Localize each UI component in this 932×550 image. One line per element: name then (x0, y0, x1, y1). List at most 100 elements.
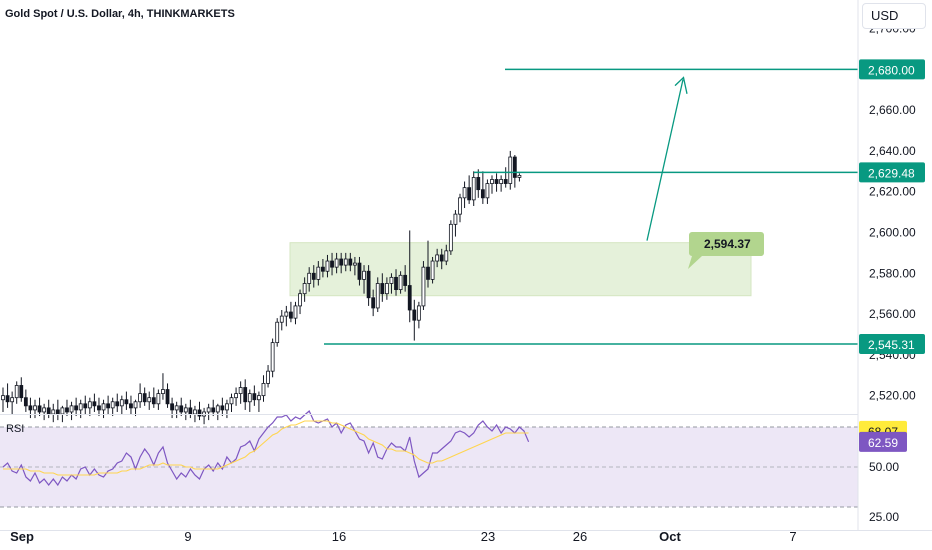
candle-up (307, 272, 312, 284)
candle-down (480, 189, 485, 199)
candle-down (426, 266, 430, 280)
chart-title: Gold Spot / U.S. Dollar, 4h, THINKMARKET… (5, 8, 235, 20)
currency-button[interactable]: USD (862, 3, 926, 29)
candle-up (343, 258, 348, 266)
price-tick-label: 2,640.00 (869, 144, 916, 158)
rsi-label: RSI (6, 423, 25, 435)
candle-down (320, 266, 325, 272)
candle-up (156, 393, 161, 405)
candle-down (380, 283, 385, 295)
candle-up (462, 187, 467, 199)
candle-up (499, 179, 504, 184)
time-tick-label: 9 (184, 529, 191, 544)
candle-down (19, 385, 24, 399)
candle-up (193, 409, 197, 415)
time-tick-label: Oct (659, 529, 681, 544)
candle-down (74, 405, 79, 411)
candle-down (371, 297, 376, 309)
candle-up (293, 305, 298, 319)
candle-down (476, 177, 481, 191)
time-tick-label: 23 (481, 529, 495, 544)
candle-down (179, 405, 184, 413)
candle-down (55, 409, 60, 415)
rsi-value-label: 62.59 (868, 436, 898, 450)
candle-up (398, 274, 403, 290)
candle-up (69, 405, 74, 413)
candle-up (87, 401, 92, 409)
callout-bubble (688, 231, 764, 269)
projection-arrowhead (674, 76, 688, 94)
candle-up (458, 197, 462, 215)
price-tick-label: 2,600.00 (869, 225, 916, 239)
candle-down (439, 254, 444, 262)
candle-up (325, 260, 330, 272)
candle-up (174, 405, 179, 411)
candle-up (247, 393, 252, 403)
candle-up (316, 266, 321, 280)
time-tick-label: 16 (332, 529, 346, 544)
candle-down (512, 156, 517, 178)
candle-up (471, 177, 476, 201)
candle-up (517, 174, 522, 178)
candle-down (188, 407, 193, 415)
candle-down (97, 405, 101, 411)
rsi-tick-label: 25.00 (869, 510, 899, 524)
candle-up (14, 385, 19, 399)
candle-down (197, 409, 202, 417)
candle-up (485, 183, 490, 199)
candle-up (389, 276, 394, 284)
candle-up (430, 260, 435, 280)
candle-up (448, 223, 453, 252)
candle-down (65, 407, 69, 413)
candle-down (37, 405, 42, 413)
candle-down (289, 311, 293, 319)
candle-up (375, 283, 380, 309)
price-tick-label: 2,620.00 (869, 185, 916, 199)
candle-up (147, 397, 152, 403)
time-tick-label: 26 (573, 529, 587, 544)
candle-up (238, 387, 243, 395)
candle-down (129, 403, 133, 409)
candle-up (42, 407, 47, 413)
candle-up (352, 262, 357, 266)
candle-down (311, 272, 316, 280)
rsi-lines (2, 410, 530, 487)
candle-down (124, 399, 129, 405)
candle-down (5, 395, 10, 403)
candle-down (92, 401, 97, 407)
candle-up (10, 397, 15, 403)
candle-up (270, 342, 275, 372)
candle-down (46, 407, 51, 415)
price-tag-label: 2,680.00 (868, 63, 915, 77)
candle-up (257, 395, 261, 401)
candle-down (115, 401, 120, 407)
price-tag-label: 2,629.48 (868, 166, 915, 180)
candle-up (110, 401, 115, 409)
candle-up (101, 403, 106, 411)
price-tag (859, 334, 925, 355)
candle-down (165, 389, 170, 405)
candle-up (508, 156, 513, 184)
candle-up (206, 407, 211, 413)
candle-up (416, 305, 421, 321)
candle-up (261, 383, 266, 397)
time-tick-label: Sep (10, 529, 34, 544)
candle-up (275, 321, 280, 344)
candle-up (384, 283, 389, 295)
candle-up (284, 311, 289, 317)
candle-up (298, 293, 302, 307)
drawings-layer[interactable]: 2,594.37 (324, 68, 858, 345)
candle-up (183, 407, 188, 413)
candle-up (453, 213, 458, 225)
candle-up (138, 393, 143, 403)
candle-up (33, 405, 37, 411)
candle-down (252, 393, 257, 401)
callout-label: 2,594.37 (704, 237, 751, 251)
candle-down (366, 270, 371, 299)
candle-up (133, 401, 138, 409)
candle-up (51, 409, 56, 415)
candle-down (407, 285, 412, 311)
candle-down (394, 276, 398, 290)
candle-down (330, 260, 334, 268)
